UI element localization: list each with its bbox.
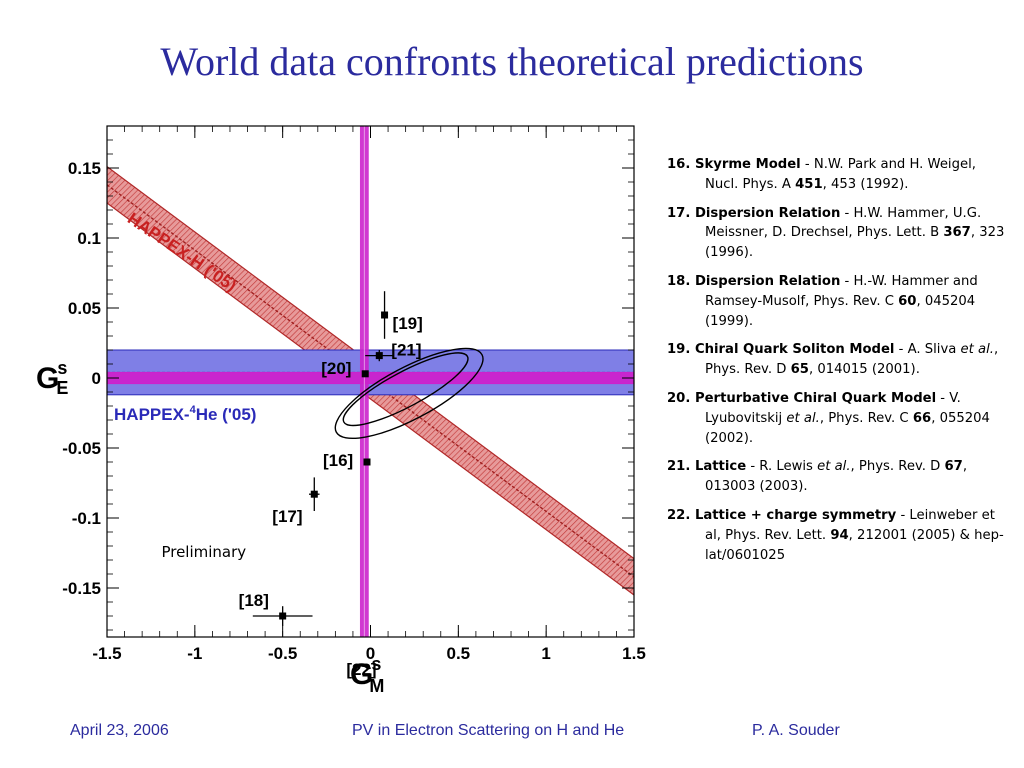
reference-number: 16. bbox=[667, 157, 695, 172]
reference-citation-part: - V. Lyubovitskij bbox=[705, 390, 961, 426]
y-axis-title-super: s bbox=[57, 358, 67, 378]
x-axis-title-super: s bbox=[371, 654, 381, 674]
reference-item: 20. Perturbative Chiral Quark Model - V.… bbox=[667, 389, 1012, 448]
reference-citation-part: 451 bbox=[795, 176, 823, 192]
happex-he-label-suffix: He ('05) bbox=[196, 405, 257, 424]
reference-item: 21. Lattice - R. Lewis et al., Phys. Rev… bbox=[667, 457, 1012, 497]
data-point bbox=[363, 458, 371, 466]
x-tick-label: 0 bbox=[366, 644, 375, 663]
reference-citation-part: 60 bbox=[898, 293, 917, 309]
reference-citation-part: 94 bbox=[830, 527, 849, 543]
reference-model: Dispersion Relation bbox=[694, 205, 841, 221]
reference-citation-part: 66 bbox=[912, 410, 932, 426]
x-axis-title-sub: M bbox=[369, 676, 384, 696]
reference-citation-part: et al. bbox=[817, 459, 851, 475]
reference-number: 18. bbox=[667, 273, 695, 289]
reference-citation-part: - N.W. Park and H. Weigel, Nucl. Phys. A bbox=[705, 157, 976, 192]
footer-talk-title: PV in Electron Scattering on H and He bbox=[352, 722, 625, 739]
reference-citation-part: - A. Sliva bbox=[894, 342, 961, 358]
reference-number: 19. bbox=[667, 342, 695, 358]
x-axis-title-base: G bbox=[350, 658, 373, 691]
point-label: [16] bbox=[323, 451, 353, 470]
reference-model: Lattice bbox=[694, 459, 747, 475]
reference-model: Chiral Quark Soliton Model bbox=[694, 342, 895, 358]
references-list: 16. Skyrme Model - N.W. Park and H. Weig… bbox=[667, 155, 1012, 574]
reference-citation-part: et al. bbox=[786, 410, 820, 426]
reference-model: Lattice + charge symmetry bbox=[694, 507, 897, 523]
reference-number: 20. bbox=[667, 390, 695, 406]
y-tick-label: -0.1 bbox=[72, 509, 101, 528]
reference-number: 22. bbox=[667, 507, 695, 523]
plot-area bbox=[107, 126, 634, 637]
reference-citation-part: , 014015 (2001). bbox=[808, 362, 920, 378]
reference-model: Skyrme Model bbox=[694, 157, 801, 172]
reference-citation-part: 367 bbox=[943, 225, 971, 241]
point-label: [22] bbox=[346, 660, 376, 679]
x-tick-label: 0.5 bbox=[447, 644, 471, 663]
data-point bbox=[310, 490, 318, 498]
point-label: [21] bbox=[391, 341, 421, 360]
reference-item: 19. Chiral Quark Soliton Model - A. Sliv… bbox=[667, 340, 1012, 380]
reference-citation-part: , 453 (1992). bbox=[822, 176, 909, 192]
reference-citation-part: , 323 (1996). bbox=[705, 225, 1005, 261]
reference-item: 16. Skyrme Model - N.W. Park and H. Weig… bbox=[667, 155, 1012, 195]
point-label: [18] bbox=[239, 591, 269, 610]
data-point bbox=[361, 370, 369, 378]
reference-citation-part: , Phys. Rev. C bbox=[819, 410, 913, 426]
reference-citation-part: , Phys. Rev. D bbox=[705, 342, 999, 378]
reference-number: 21. bbox=[667, 459, 695, 475]
reference-model: Dispersion Relation bbox=[694, 273, 841, 289]
y-tick-label: 0.1 bbox=[77, 229, 101, 248]
reference-citation-part: 65 bbox=[790, 362, 809, 378]
reference-item: 17. Dispersion Relation - H.W. Hammer, U… bbox=[667, 204, 1012, 263]
reference-citation-part: et al. bbox=[960, 342, 994, 358]
slide-title: World data confronts theoretical predict… bbox=[160, 39, 864, 84]
confidence-ellipse-1 bbox=[334, 347, 484, 440]
reference-citation-part: , 045204 (1999). bbox=[705, 293, 976, 329]
data-point bbox=[279, 612, 287, 620]
point-label: [20] bbox=[321, 359, 351, 378]
happex-he-label: HAPPEX-4He ('05) bbox=[114, 404, 256, 424]
x-tick-label: -0.5 bbox=[268, 644, 297, 663]
preliminary-annotation: Preliminary bbox=[161, 543, 246, 561]
reference-citation-part: , 013003 (2003). bbox=[705, 459, 968, 495]
reference-citation-part: - H.W. Hammer, U.G. Meissner, D. Drechse… bbox=[705, 205, 982, 241]
x-tick-label: -1.5 bbox=[92, 644, 121, 663]
reference-item: 22. Lattice + charge symmetry - Leinwebe… bbox=[667, 506, 1012, 565]
form-factor-plot: [16][17][18][19][20][21][22]HAPPEX-H ('0… bbox=[36, 125, 646, 696]
reference-citation-part: , 212001 (2005) & hep-lat/0601025 bbox=[705, 527, 1004, 563]
reference-citation-part: , Phys. Rev. D bbox=[850, 459, 945, 475]
y-tick-label: 0.05 bbox=[68, 299, 101, 318]
happex-he-label-super: 4 bbox=[190, 404, 197, 416]
footer-author: P. A. Souder bbox=[752, 722, 840, 739]
footer-date: April 23, 2006 bbox=[70, 722, 169, 739]
reference-citation-part: , 055204 (2002). bbox=[705, 410, 990, 446]
y-axis-title: Gs E bbox=[36, 358, 68, 398]
y-axis-title-base: G bbox=[36, 362, 59, 395]
y-axis-title-sub: E bbox=[56, 378, 68, 398]
band-horizontal-2 bbox=[107, 371, 634, 385]
y-tick-label: 0 bbox=[92, 369, 101, 388]
y-tick-label: -0.15 bbox=[62, 579, 101, 598]
confidence-ellipse-0 bbox=[342, 352, 469, 427]
reference-citation-part: - H.-W. Hammer and Ramsey-Musolf, Phys. … bbox=[705, 273, 978, 309]
reference-citation-part: - Leinweber et al, Phys. Rev. Lett. bbox=[705, 507, 995, 543]
data-point bbox=[375, 352, 383, 360]
reference-number: 17. bbox=[667, 205, 695, 221]
happex-he-label-prefix: HAPPEX- bbox=[114, 405, 190, 424]
point-label: [19] bbox=[393, 314, 423, 333]
point-label: [17] bbox=[272, 507, 302, 526]
x-tick-label: -1 bbox=[187, 644, 202, 663]
reference-model: Perturbative Chiral Quark Model bbox=[694, 390, 937, 406]
band-happex-h-center bbox=[107, 184, 634, 578]
x-tick-label: 1.5 bbox=[622, 644, 646, 663]
x-tick-label: 1 bbox=[541, 644, 550, 663]
x-axis-title: Gs M bbox=[350, 654, 384, 696]
y-tick-label: -0.05 bbox=[62, 439, 101, 458]
reference-citation-part: - R. Lewis bbox=[746, 459, 818, 475]
y-tick-label: 0.15 bbox=[68, 159, 101, 178]
data-point bbox=[381, 311, 389, 319]
reference-item: 18. Dispersion Relation - H.-W. Hammer a… bbox=[667, 272, 1012, 331]
reference-citation-part: 67 bbox=[944, 459, 963, 475]
